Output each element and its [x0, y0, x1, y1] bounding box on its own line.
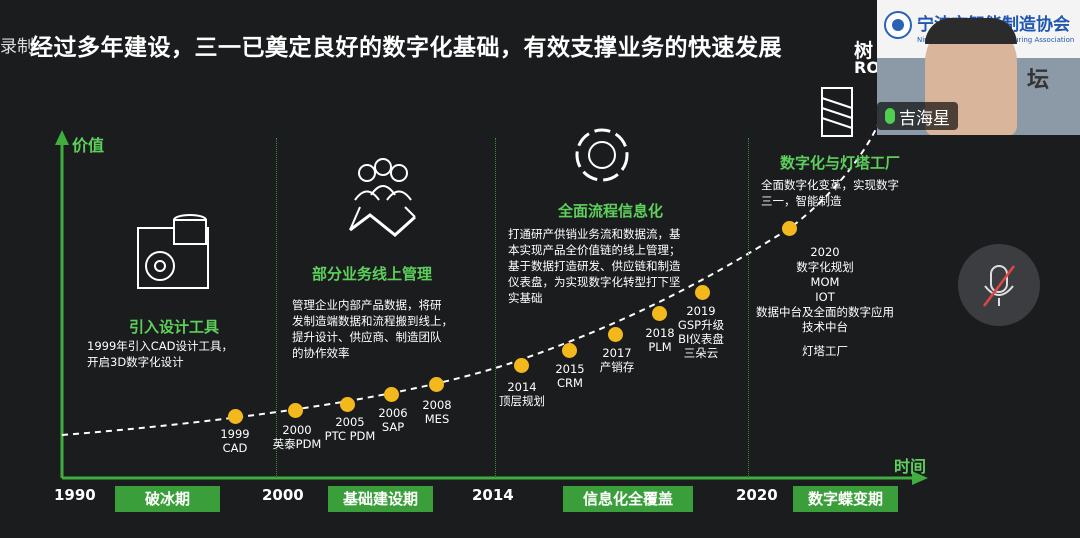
milestone-label: 2019 GSP升级 BI仪表盘 三朵云 [677, 304, 725, 360]
milestone-dot [429, 377, 444, 392]
brand-text-line2: RO [854, 58, 880, 77]
section-line: 的协作效率 [292, 346, 350, 360]
milestone-label: 2000 英泰PDM [272, 423, 322, 451]
cycle-icon [575, 128, 629, 182]
phase-badge: 信息化全覆盖 [563, 486, 693, 512]
phase-divider [495, 138, 496, 478]
mic-muted-button[interactable] [958, 244, 1040, 326]
design-tool-icon [137, 214, 209, 289]
section-line: 实基础 [508, 291, 543, 305]
webcam-thumbnail[interactable]: 宁波市智能制造协会 Ningbo Intelligent Manufacturi… [877, 0, 1080, 135]
milestone-label: 2018 PLM [645, 326, 675, 354]
section-line: 管理企业内部产品数据，将研 [292, 298, 442, 312]
slide-title: 经过多年建设，三一已奠定良好的数字化基础，有效支撑业务的快速发展 [30, 35, 782, 61]
section-title: 引入设计工具 [129, 318, 220, 336]
milestone-label: 2006 SAP [378, 406, 408, 434]
year-label: 2000 [262, 486, 304, 504]
recording-label: 录制 [0, 37, 34, 57]
milestone-dot [695, 285, 710, 300]
milestone-label: 2017 产销存 [599, 346, 635, 374]
y-axis-arrow [55, 130, 69, 145]
association-logo-icon [884, 11, 912, 39]
milestone-label: 2005 PTC PDM [324, 415, 376, 443]
section-line: 打通研产供销业务流和数据流，基 [508, 227, 681, 241]
year-label: 2020 [736, 486, 778, 504]
milestone-label: 2014 顶层规划 [499, 380, 545, 408]
milestone-dot [228, 409, 243, 424]
participant-hair [925, 18, 1017, 44]
mic-muted-icon [983, 265, 1015, 307]
milestone-dot [288, 403, 303, 418]
participant-name-tag: 吉海星 [877, 102, 958, 130]
digital-factory-icon [821, 87, 853, 137]
phase-divider [276, 138, 277, 478]
milestone-label: 2008 MES [422, 398, 452, 426]
section-line: 开启3D数字化设计 [87, 355, 184, 369]
section-title: 部分业务线上管理 [312, 265, 433, 283]
milestone-dot [652, 306, 667, 321]
x-axis-label: 时间 [894, 457, 927, 476]
milestone-dot [514, 358, 529, 373]
collaboration-icon [349, 158, 417, 237]
milestone-label: 2020 数字化规划 MOM IOT 数据中台及全面的数字应用 技术中台 灯塔工厂 [756, 245, 894, 358]
brand-text-line1: 树 [854, 40, 874, 62]
section-title: 全面流程信息化 [558, 202, 664, 220]
section-title: 数字化与灯塔工厂 [780, 154, 901, 172]
milestone-dot [608, 327, 623, 342]
section-line: 1999年引入CAD设计工具， [87, 339, 234, 353]
side-text: 坛 [1027, 68, 1050, 93]
section-line: 基于数据打造研发、供应链和制造 [508, 259, 681, 273]
section-line: 发制造端数据和流程搬到线上， [292, 314, 453, 328]
phase-badge: 数字蝶变期 [793, 486, 898, 512]
section-line: 仪表盘，为实现数字化转型打下坚 [508, 275, 681, 289]
section-line: 提升设计、供应商、制造团队 [292, 330, 442, 344]
mic-active-icon [885, 108, 895, 124]
phase-badge: 基础建设期 [328, 486, 433, 512]
section-line: 全面数字化变革，实现数字 [761, 178, 899, 192]
participant-name: 吉海星 [899, 108, 950, 129]
y-axis-label: 价值 [72, 136, 105, 155]
milestone-label: 1999 CAD [220, 427, 250, 455]
milestone-dot [562, 343, 577, 358]
year-label: 2014 [472, 486, 514, 504]
milestone-dot [340, 397, 355, 412]
section-line: 三一，智能制造 [761, 194, 842, 208]
milestone-dot [782, 221, 797, 236]
section-line: 本实现产品全价值链的线上管理； [508, 243, 681, 257]
milestone-dot [384, 387, 399, 402]
growth-curve [61, 119, 881, 436]
year-label: 1990 [54, 486, 96, 504]
x-axis-arrow [912, 471, 928, 485]
milestone-label: 2015 CRM [555, 362, 585, 390]
phase-divider [748, 138, 749, 478]
phase-badge: 破冰期 [115, 486, 220, 512]
